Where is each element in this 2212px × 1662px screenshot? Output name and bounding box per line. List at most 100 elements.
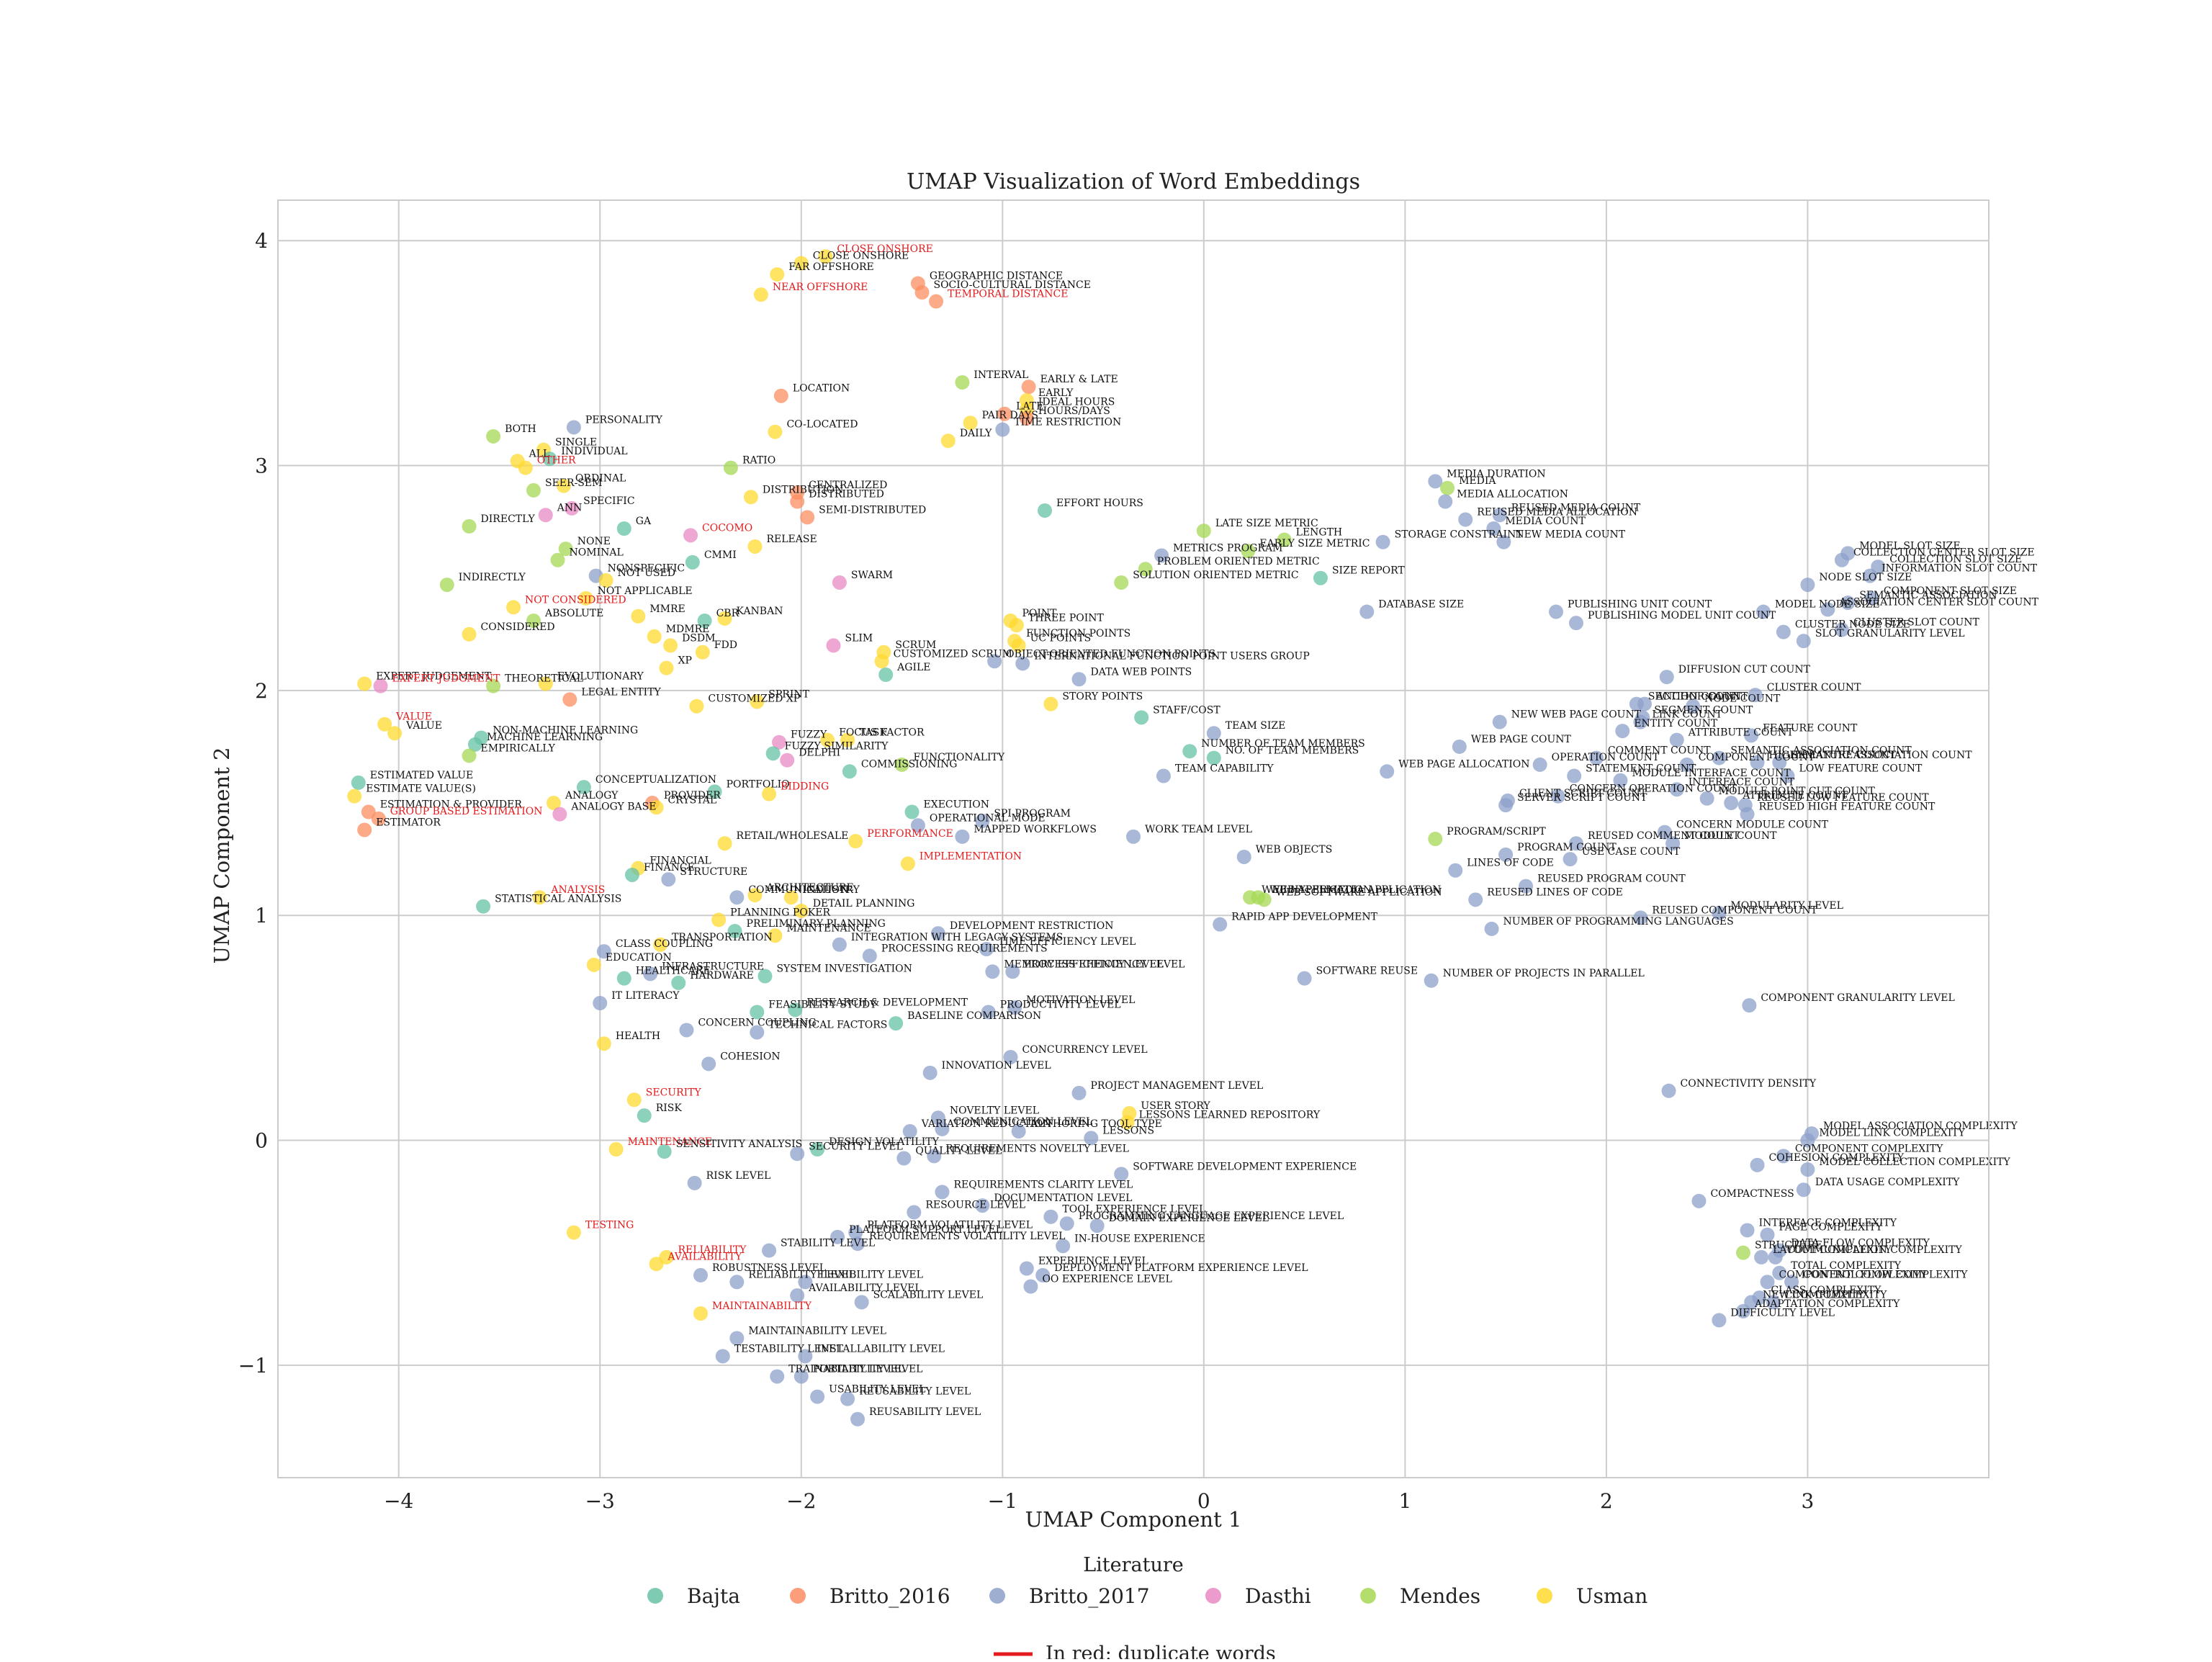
data-point: [848, 1225, 863, 1240]
point-label: FUZZY: [791, 729, 827, 741]
data-point: [770, 267, 785, 282]
data-point: [1686, 699, 1701, 714]
point-label: REUSED LINES OF CODE: [1487, 886, 1623, 898]
data-point: [1484, 921, 1499, 936]
point-label: EDUCATION: [606, 952, 672, 963]
data-point: [798, 1275, 813, 1290]
point-label: FINANCIAL: [649, 855, 711, 867]
point-label: SCALABILITY LEVEL: [873, 1289, 984, 1301]
point-label: NOMINAL: [570, 547, 624, 559]
data-point: [1519, 879, 1534, 894]
x-tick-label: −2: [786, 1489, 816, 1513]
data-point: [940, 434, 956, 449]
point-label: CRYSTAL: [668, 794, 717, 806]
point-label: COMMENT COUNT: [1608, 745, 1711, 757]
data-point: [593, 995, 608, 1010]
x-axis-label: UMAP Component 1: [1025, 1507, 1242, 1532]
point-label: FOCUS FACTOR: [839, 727, 925, 739]
point-label: INNOVATION LEVEL: [942, 1060, 1051, 1072]
point-label: TESTING: [585, 1220, 634, 1231]
point-label: EXPERT JUDGMENT: [392, 673, 501, 685]
point-label: REQUIREMENTS VOLATILITY LEVEL: [869, 1231, 1065, 1242]
data-point: [914, 285, 930, 300]
point-label: KANBAN: [737, 606, 783, 617]
point-label: CLUSTER COUNT: [1767, 682, 1861, 693]
data-point: [747, 539, 763, 554]
data-point: [1071, 1085, 1087, 1100]
data-point: [790, 1288, 805, 1303]
point-label: SCRUM: [895, 639, 936, 651]
point-label: RISK: [656, 1102, 683, 1114]
point-label: STORAGE CONSTRAINT: [1395, 529, 1524, 541]
point-label: STAFF/COST: [1153, 704, 1220, 716]
data-point: [889, 1016, 904, 1031]
point-label: INSTALLABILITY LEVEL: [817, 1343, 945, 1355]
data-point: [1206, 726, 1221, 741]
point-label: SEMI-DISTRIBUTED: [819, 504, 926, 516]
point-label: LEGAL ENTITY: [581, 686, 661, 698]
point-label: ORDINAL: [575, 473, 626, 485]
data-point: [995, 422, 1010, 437]
point-label: SECURITY LEVEL: [809, 1141, 903, 1152]
data-point: [1196, 524, 1211, 539]
point-label: MACHINE LEARNING: [487, 732, 603, 743]
point-label: OTHER: [537, 455, 576, 467]
data-point: [850, 1236, 866, 1252]
x-tick-label: −3: [585, 1489, 615, 1513]
data-point: [715, 1349, 730, 1364]
point-label: SIZE REPORT: [1332, 565, 1405, 577]
data-point: [1126, 829, 1141, 844]
point-label: NODE SLOT SIZE: [1819, 572, 1912, 583]
data-point: [1019, 1261, 1034, 1276]
data-point: [596, 1036, 611, 1051]
point-label: NONE: [577, 536, 611, 547]
data-point: [1840, 596, 1856, 611]
data-point: [1438, 494, 1453, 509]
point-label: MOTIVATION LEVEL: [1026, 994, 1135, 1006]
point-label: DISTRIBUTED: [809, 489, 884, 500]
point-label: VARIATION REDUCTION: [921, 1118, 1052, 1130]
point-label: MDMRE: [666, 624, 710, 635]
grid: [278, 200, 1989, 1478]
point-label: PLATFORM VOLATILITY LEVEL: [867, 1220, 1033, 1231]
point-label: DELPHI: [799, 747, 840, 759]
point-label: LENGTH: [1296, 527, 1343, 539]
point-label: EXECUTION: [924, 799, 990, 811]
data-point: [657, 1144, 672, 1159]
data-point: [1182, 744, 1197, 759]
point-label: THEORETICAL: [505, 673, 583, 685]
data-point: [729, 1331, 745, 1346]
point-label: COMPONENT COMPLEXITY: [1779, 1269, 1928, 1280]
point-label: PERSONALITY: [585, 414, 663, 426]
data-point: [616, 971, 631, 986]
point-label: SYSTEM INVESTIGATION: [776, 963, 912, 975]
point-label: FLEXIBILITY LEVEL: [817, 1269, 923, 1280]
point-label: MEDIA ALLOCATION: [1457, 489, 1568, 500]
data-point: [842, 764, 857, 779]
data-point: [1452, 739, 1467, 754]
data-point: [532, 890, 547, 905]
data-point: [1428, 832, 1443, 846]
data-point: [1019, 410, 1034, 426]
point-label: MODEL LINK COMPLEXITY: [1819, 1128, 1965, 1139]
data-point: [1800, 578, 1815, 593]
data-point: [930, 926, 945, 941]
point-label: NEW WEB PAGE COUNT: [1511, 709, 1642, 721]
point-label: INTERFACE COMPLEXITY: [1759, 1217, 1897, 1228]
point-label: PROCESS EFFICIENCY LEVEL: [1024, 958, 1184, 970]
point-label: INFORMATION SLOT COUNT: [1881, 563, 2038, 575]
data-point: [1712, 906, 1727, 921]
point-label: DOCUMENTATION LEVEL: [994, 1192, 1132, 1204]
data-point: [896, 1151, 912, 1166]
data-point: [1486, 521, 1501, 536]
data-point: [647, 629, 662, 644]
data-point: [526, 614, 541, 629]
legend-label: Dasthi: [1245, 1584, 1311, 1608]
data-point: [840, 1391, 855, 1406]
point-label: CONCERN OPERATION COUNT: [1570, 783, 1737, 795]
point-label: OPERATIONAL MODE: [930, 812, 1046, 824]
data-point: [1059, 1216, 1074, 1231]
data-point: [935, 1121, 950, 1136]
data-point: [1089, 1218, 1105, 1234]
data-point: [377, 717, 392, 732]
